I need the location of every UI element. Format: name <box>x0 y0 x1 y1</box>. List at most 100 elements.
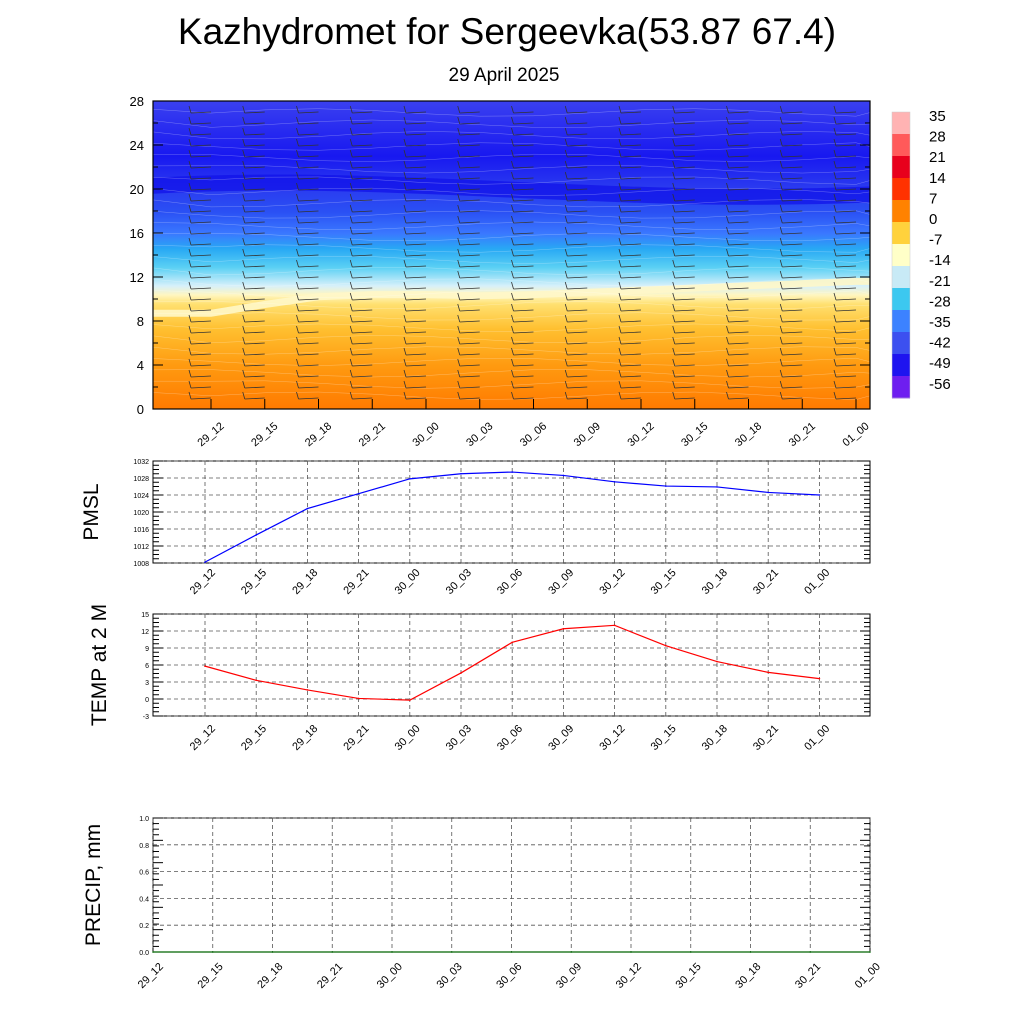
wind-barb <box>782 122 803 125</box>
wind-barb-feather <box>296 171 299 180</box>
data-point <box>665 485 667 487</box>
wind-barb-feather <box>349 149 353 158</box>
wind-barb-feather <box>242 336 246 345</box>
x-tick-label: 01_00 <box>853 961 883 991</box>
wind-barb-feather <box>779 270 783 279</box>
wind-barb <box>782 210 803 213</box>
contour-line <box>153 391 870 400</box>
data-point <box>460 672 462 674</box>
wind-barb-feather <box>564 259 568 268</box>
wind-barb-feather <box>779 325 783 334</box>
colorbar-swatch <box>892 354 910 377</box>
wind-barb-feather <box>726 149 729 158</box>
wind-barb <box>405 232 427 235</box>
wind-barb <box>190 276 212 279</box>
data-point <box>716 660 718 663</box>
wind-barb <box>674 177 695 180</box>
wind-barb <box>728 177 749 180</box>
wind-barb <box>459 155 480 158</box>
wind-barb <box>244 199 265 202</box>
wind-barb-feather <box>242 347 246 356</box>
wind-barb-feather <box>672 292 676 301</box>
wind-barb-feather <box>564 292 568 301</box>
wind-barb <box>244 210 265 213</box>
cross-section-chart: 0 4 8 12 16 20 24 28 29_12 29_15 29_18 29_21 30_00 30… <box>130 94 872 449</box>
wind-barb <box>513 375 534 378</box>
wind-barb <box>835 133 857 136</box>
x-tick-label: 30_03 <box>444 723 474 753</box>
wind-barb <box>835 210 857 213</box>
wind-barb-feather <box>403 281 407 290</box>
wind-barb <box>782 243 803 246</box>
wind-barb <box>244 232 265 235</box>
contour-line <box>153 119 870 128</box>
wind-barb-feather <box>403 215 407 224</box>
wind-barb <box>674 122 695 125</box>
wind-barb-feather <box>779 369 783 378</box>
wind-barb <box>728 276 749 279</box>
wind-barb-feather <box>779 248 783 257</box>
wind-barb-feather <box>618 204 622 213</box>
contour-line <box>153 131 870 140</box>
wind-barb <box>567 199 588 202</box>
wind-barb-feather <box>511 193 514 202</box>
wind-barb-feather <box>672 325 676 334</box>
wind-barb <box>405 342 427 345</box>
data-point <box>689 951 692 953</box>
wind-barb-feather <box>457 116 461 125</box>
wind-barb <box>782 133 803 136</box>
colorbar-label: 28 <box>929 129 946 146</box>
wind-barb-feather <box>618 193 622 202</box>
wind-barb-feather <box>779 105 783 114</box>
wind-barb <box>513 298 534 301</box>
wind-barb <box>620 397 642 400</box>
wind-barb-feather <box>726 325 729 334</box>
colorbar-label: 0 <box>929 211 937 228</box>
wind-barb-feather <box>242 138 246 147</box>
wind-barb <box>620 309 642 312</box>
wind-barb <box>513 364 534 367</box>
wind-barb <box>405 276 427 279</box>
x-tick-label: 30_21 <box>793 961 823 991</box>
wind-barb <box>782 320 803 323</box>
wind-barb-feather <box>457 336 461 345</box>
wind-barb-feather <box>833 182 837 191</box>
wind-barb-feather <box>672 116 676 125</box>
wind-barb-feather <box>511 358 514 367</box>
wind-barb-feather <box>188 171 192 180</box>
wind-barb-feather <box>296 226 299 235</box>
wind-barb-feather <box>618 116 622 125</box>
wind-barb-feather <box>779 292 783 301</box>
wind-barb <box>244 287 265 290</box>
wind-barb <box>513 144 534 147</box>
wind-barb-feather <box>779 237 783 246</box>
wind-barb <box>459 353 480 356</box>
wind-barb-feather <box>618 347 622 356</box>
wind-barb-feather <box>672 226 676 235</box>
wind-barb <box>567 397 588 400</box>
wind-barb <box>459 166 480 169</box>
wind-barb <box>190 122 212 125</box>
colorbar-label: 7 <box>929 190 937 207</box>
wind-barb-feather <box>672 182 676 191</box>
wind-barb <box>405 188 427 191</box>
data-point <box>749 951 752 953</box>
wind-barb <box>513 210 534 213</box>
wind-barb-feather <box>457 347 461 356</box>
wind-barb-feather <box>618 226 622 235</box>
wind-barb <box>459 232 480 235</box>
wind-barb <box>459 276 480 279</box>
y-tick-label: -3 <box>143 714 149 721</box>
wind-barb-feather <box>296 358 299 367</box>
wind-barb <box>298 276 319 279</box>
wind-barb-feather <box>403 292 407 301</box>
wind-barb-feather <box>511 336 514 345</box>
wind-barb <box>567 210 588 213</box>
wind-barb <box>567 320 588 323</box>
wind-barb-feather <box>564 226 568 235</box>
wind-barb <box>835 276 857 279</box>
colorbar-swatch <box>892 178 910 201</box>
y-tick-label: 1016 <box>133 527 149 534</box>
wind-barb-feather <box>242 127 246 136</box>
wind-barb-feather <box>779 281 783 290</box>
